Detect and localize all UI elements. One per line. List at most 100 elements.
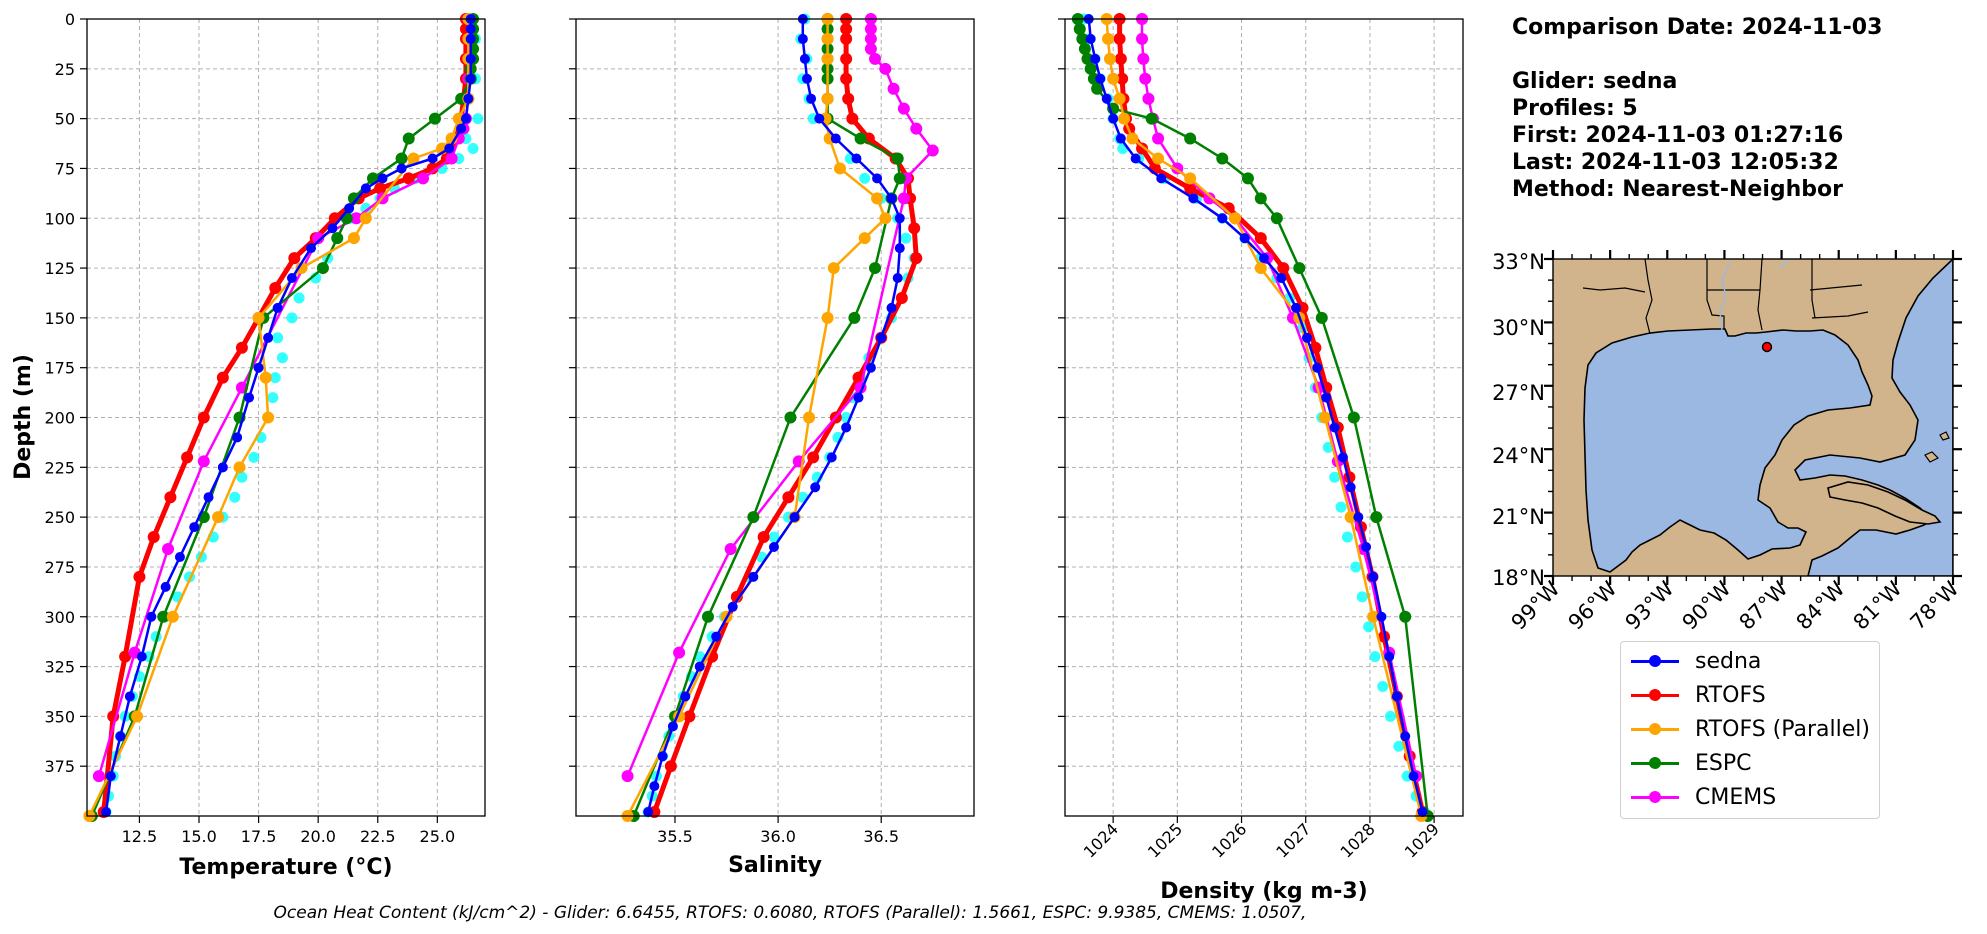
salinity-grid (576, 18, 974, 816)
series-point (1217, 213, 1228, 224)
series-line (97, 19, 470, 777)
series-point (1293, 262, 1306, 275)
series-point (164, 491, 177, 504)
series-point (452, 112, 465, 125)
map-lon-label: 84°W (1792, 576, 1850, 634)
series-point (730, 590, 743, 603)
series-cmems (621, 13, 939, 783)
series-point (162, 543, 175, 556)
legend-swatch (1629, 748, 1681, 778)
series-point (657, 751, 668, 762)
y-tick-label: 150 (44, 309, 75, 328)
series-point (897, 192, 910, 205)
series-point (871, 192, 884, 205)
series-point (1291, 302, 1302, 313)
y-tick-label: 375 (44, 757, 75, 776)
series-point (908, 222, 921, 235)
series-point (395, 152, 408, 165)
y-tick-label: 125 (44, 259, 75, 278)
legend-item-rtofs: RTOFS (1629, 680, 1766, 710)
series-point (1376, 611, 1387, 622)
series-point (821, 92, 834, 105)
y-tick-label: 300 (44, 608, 75, 627)
series-point (402, 172, 415, 185)
x-tick-label: 1029 (1401, 819, 1443, 861)
series-point (1113, 92, 1126, 105)
glider-scatter-point (1356, 591, 1368, 603)
series-point (463, 93, 474, 104)
series-point (147, 531, 160, 544)
series-point (1156, 173, 1167, 184)
series-point (1241, 172, 1254, 185)
series-point (1090, 53, 1101, 64)
series-point (396, 163, 407, 174)
temperature-glider-scatter (100, 13, 484, 818)
series-point (312, 232, 325, 245)
series-point (417, 172, 430, 185)
series-point (174, 551, 185, 562)
salinity-xlabel: Salinity (728, 853, 822, 878)
series-point (799, 53, 810, 64)
series-point (894, 213, 905, 224)
temperature-series (83, 13, 480, 822)
series-point (253, 362, 264, 373)
series-point (212, 511, 225, 524)
series-point (306, 243, 317, 254)
map-lon-label: 96°W (1564, 576, 1622, 634)
y-tick-label: 50 (55, 110, 75, 129)
series-point (1399, 610, 1412, 623)
series-point (197, 455, 210, 468)
series-point (814, 113, 825, 124)
series-point (1076, 32, 1089, 45)
legend-swatch (1629, 714, 1681, 744)
series-point (830, 133, 841, 144)
series-point (1329, 422, 1340, 433)
map-lat-labels: 33°N 30°N 27°N 24°N 21°N 18°N (1492, 250, 1545, 590)
series-point (887, 82, 900, 95)
temperature-xlabel: Temperature (°C) (179, 855, 392, 880)
legend-label: sedna (1695, 648, 1762, 674)
series-point (1276, 273, 1287, 284)
series-point (288, 252, 301, 265)
glider-scatter-point (1335, 501, 1347, 513)
map-lon-label: 93°W (1621, 576, 1679, 634)
series-point (1118, 112, 1131, 125)
glider-scatter-point (269, 372, 281, 384)
series-point (340, 212, 353, 225)
series-point (801, 73, 812, 84)
series-point (667, 721, 678, 732)
series-point (350, 212, 363, 225)
series-point (1101, 93, 1112, 104)
y-tick-label: 350 (44, 707, 75, 726)
series-point (407, 152, 420, 165)
series-point (1318, 411, 1331, 424)
glider-scatter-point (1363, 621, 1375, 633)
density-profile-chart: 1024 1025 1026 1027 1028 1029 Density (kg m-3… (1058, 13, 1464, 904)
series-point (841, 422, 852, 433)
map-frame (1552, 258, 1954, 577)
map-lon-label: 90°W (1678, 576, 1736, 634)
series-point (821, 52, 834, 65)
map-lon-labels: 99°W 96°W 93°W 90°W 87°W 84°W 81°W 78°W (1507, 576, 1964, 634)
series-point (328, 212, 341, 225)
series-point (1370, 511, 1383, 524)
series-point (133, 570, 146, 583)
gulf-of-mexico (1583, 328, 1873, 573)
x-tick-label: 17.5 (241, 827, 277, 846)
series-point (694, 661, 705, 672)
interpolation-method: Method: Nearest-Neighbor (1512, 177, 1843, 202)
series-line (1117, 19, 1426, 813)
ocean-heat-content-footer: Ocean Heat Content (kJ/cm^2) - Glider: 6… (273, 903, 1307, 923)
series-point (1344, 511, 1357, 524)
x-tick-label: 20.0 (300, 827, 336, 846)
legend-swatch (1629, 680, 1681, 710)
series-point (886, 193, 897, 204)
series-point (840, 72, 853, 85)
series-point (840, 52, 853, 65)
series-point (1254, 192, 1267, 205)
series-point (1113, 32, 1126, 45)
legend: sedna RTOFS RTOFS (Parallel) ESPC CMEMS (1620, 641, 1880, 819)
series-point (886, 302, 897, 313)
series-point (119, 650, 132, 663)
glider-scatter-point (1341, 531, 1353, 543)
